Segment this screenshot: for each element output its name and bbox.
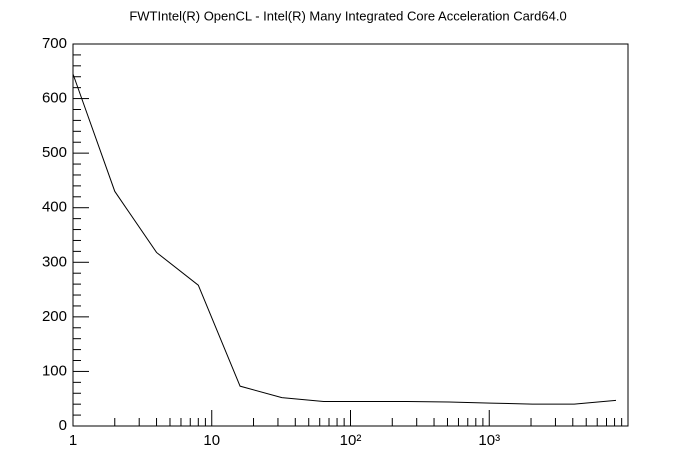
x-tick-label: 10² [340, 432, 362, 449]
chart-title: FWTIntel(R) OpenCL - Intel(R) Many Integ… [129, 8, 566, 23]
x-tick-label: 10³ [478, 432, 500, 449]
y-tick-label: 100 [42, 362, 67, 379]
y-tick-label: 500 [42, 144, 67, 161]
x-tick-label: 1 [69, 432, 77, 449]
y-tick-label: 400 [42, 199, 67, 216]
y-tick-label: 0 [59, 417, 67, 434]
series-line [72, 73, 617, 405]
y-tick-label: 200 [42, 308, 67, 325]
x-tick-label: 10 [203, 432, 220, 449]
y-tick-label: 600 [42, 90, 67, 107]
y-tick-label: 300 [42, 253, 67, 270]
y-tick-label: 700 [42, 35, 67, 52]
